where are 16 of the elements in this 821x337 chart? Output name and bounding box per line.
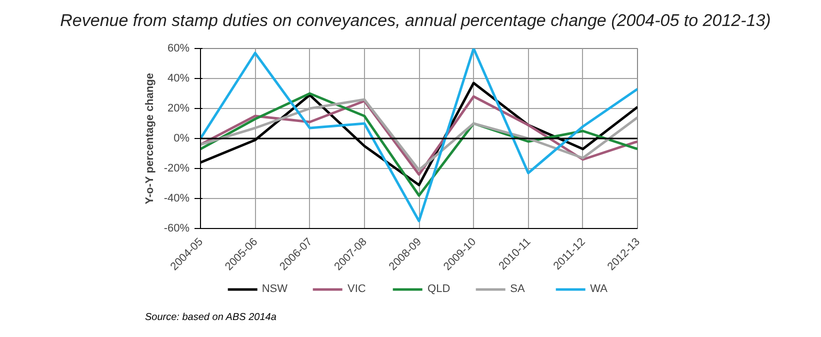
- y-tick-label: 20%: [167, 102, 190, 114]
- legend-label: WA: [590, 283, 608, 295]
- line-series: [200, 48, 638, 222]
- y-tick-label: -20%: [164, 162, 190, 174]
- y-tick-label: -60%: [164, 222, 190, 234]
- y-axis-title: Y-o-Y percentage change: [144, 72, 156, 204]
- legend-label: QLD: [428, 283, 450, 295]
- legend-label: SA: [510, 283, 526, 295]
- chart-title: Revenue from stamp duties on conveyances, annual percentage change (2004-05 to 2012-13): [60, 10, 771, 32]
- y-tick-label: -40%: [164, 192, 190, 204]
- y-tick-label: 0%: [174, 132, 190, 144]
- legend-label: VIC: [348, 283, 367, 295]
- y-tick-label: 40%: [167, 72, 190, 84]
- y-tick-label: 60%: [167, 42, 190, 54]
- source-note: Source: based on ABS 2014a: [145, 311, 276, 325]
- legend-label: NSW: [262, 283, 288, 295]
